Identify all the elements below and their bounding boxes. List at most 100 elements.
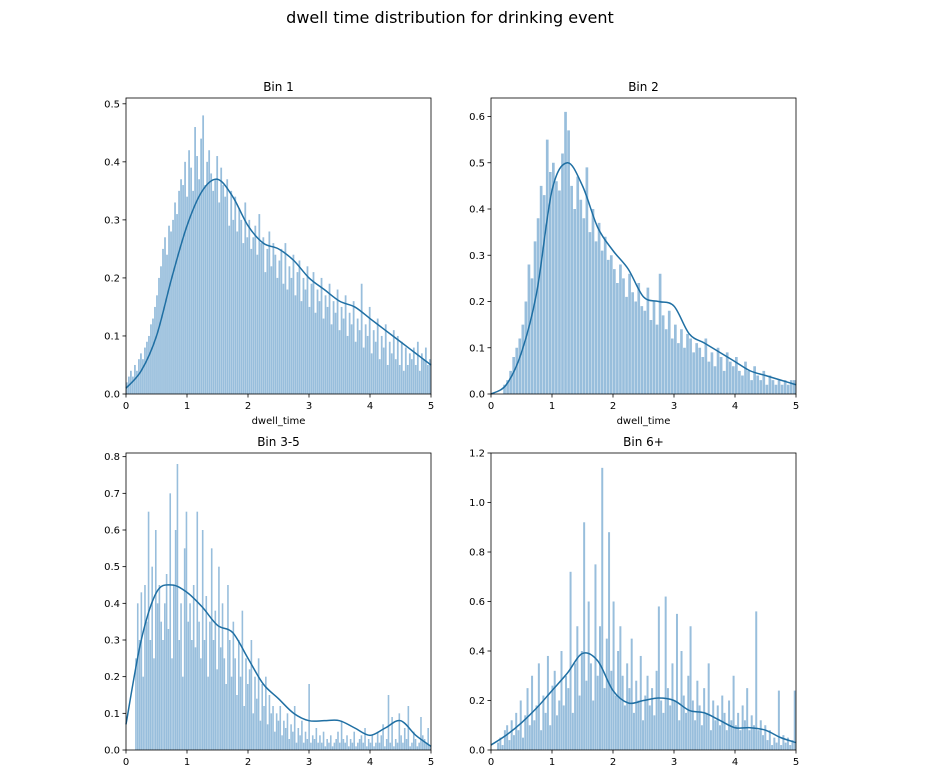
histogram-bar	[625, 296, 628, 395]
axis-ticks: 0 1 2 3 4 5 0.0 0.1 0.2 0.3 0.4 0.5 0.6	[469, 112, 799, 412]
histogram-bar	[344, 742, 346, 750]
histogram-bar	[585, 680, 588, 750]
x-tick-label: 4	[732, 401, 738, 412]
histogram-bar	[777, 380, 781, 395]
histogram-bar	[348, 312, 351, 394]
histogram-bar	[372, 330, 375, 394]
histogram-bar	[375, 742, 377, 750]
histogram-bar	[597, 222, 601, 395]
histogram-bar	[700, 725, 703, 750]
histogram-bar	[202, 115, 205, 394]
histogram-bar	[180, 179, 182, 394]
histogram-bar	[212, 190, 215, 394]
x-tick-label: 3	[671, 757, 677, 768]
histogram-bar	[522, 737, 524, 751]
histogram-bar	[768, 375, 772, 394]
histogram-bar	[378, 742, 381, 750]
histogram-bar	[737, 712, 740, 751]
histogram-bar	[170, 231, 172, 394]
histogram-bar	[528, 725, 531, 750]
histogram-bar	[552, 162, 555, 394]
histogram-bar	[774, 384, 778, 394]
histogram-bar	[178, 190, 180, 394]
histogram-bar	[151, 566, 153, 750]
histogram-bar	[723, 712, 726, 751]
histogram-bar	[570, 185, 573, 395]
histogram-bar	[274, 254, 277, 394]
histogram-bar	[548, 172, 552, 394]
histogram-bar	[394, 739, 397, 750]
histogram-bar	[337, 731, 339, 750]
histogram-bar	[364, 728, 366, 750]
histogram-bar	[503, 730, 506, 750]
histogram-bar	[293, 706, 296, 750]
histogram-bar	[725, 352, 729, 395]
histogram-bar	[214, 179, 217, 394]
histogram-bar	[716, 705, 719, 750]
kde-curve	[125, 584, 432, 747]
histogram-bar	[203, 640, 206, 750]
histogram-bar	[721, 695, 724, 750]
histogram-bar	[695, 343, 699, 395]
histogram-bar	[606, 259, 610, 395]
panel-bin-2: Bin 2 dwell_time 0 1 2 3 4 5 0.0 0.1 0.2 0.3 0.4 0.…	[469, 80, 799, 427]
histogram-bar	[704, 338, 708, 394]
histogram-bar	[712, 700, 715, 750]
histogram-bar	[294, 295, 297, 394]
histogram-bar	[174, 202, 176, 394]
histogram-bar	[755, 611, 758, 750]
histogram-bar	[158, 277, 160, 394]
histogram-bar	[628, 688, 631, 751]
histogram-bar	[759, 720, 762, 750]
histogram-bar	[384, 324, 387, 394]
histogram-bar	[216, 156, 219, 394]
histogram-bar	[331, 746, 334, 750]
histogram-bar	[301, 720, 303, 750]
histogram-bar	[692, 352, 695, 395]
x-axis-label: dwell_time	[617, 416, 671, 427]
histogram-bar	[208, 150, 211, 394]
y-tick-label: 0.7	[104, 489, 120, 500]
histogram-bar	[680, 329, 683, 394]
histogram-bar	[411, 742, 413, 750]
histogram-bar	[382, 724, 384, 750]
histogram-bar	[230, 676, 233, 750]
histogram-bar	[286, 713, 289, 750]
histogram-bar	[635, 680, 638, 750]
histogram-bar	[329, 735, 332, 750]
panel-bin-1: Bin 1 dwell_time 0 1 2 3 4 5 0.0 0.1 0.2 0.3 0.4 0.…	[104, 80, 434, 427]
histogram-bar	[272, 243, 275, 394]
histogram-bar	[176, 464, 179, 750]
histogram-bar	[275, 713, 278, 750]
histogram-bar	[757, 730, 760, 750]
histogram-bar	[160, 266, 162, 394]
histogram-bar	[515, 712, 518, 751]
histogram-bar	[370, 353, 373, 394]
histogram-bar	[180, 603, 182, 750]
histogram-bar	[592, 700, 595, 750]
y-tick-label: 0.8	[469, 548, 485, 559]
histogram-bar	[420, 717, 422, 750]
x-tick-label: 2	[610, 401, 616, 412]
histogram-bar	[144, 347, 146, 394]
histogram-bar	[351, 742, 354, 750]
histogram-bar	[320, 742, 323, 750]
histogram-bar	[317, 742, 319, 750]
histogram-bar	[753, 366, 756, 394]
histogram-bar	[573, 209, 577, 394]
histogram-bar	[132, 376, 134, 394]
histogram-bar	[234, 658, 236, 750]
histogram-bar	[224, 196, 227, 394]
histogram-bar	[355, 746, 357, 750]
histogram-bar	[216, 669, 218, 750]
histogram-bar	[535, 705, 538, 750]
histogram-bar	[649, 320, 653, 394]
histogram-bar	[218, 202, 221, 394]
histogram-bar	[185, 511, 188, 750]
histogram-bar	[610, 670, 613, 750]
histogram-bar	[300, 301, 303, 394]
histogram-bar	[270, 266, 273, 394]
histogram-bar	[719, 357, 723, 394]
histogram-bar	[544, 712, 547, 751]
histogram-bar	[420, 353, 423, 394]
